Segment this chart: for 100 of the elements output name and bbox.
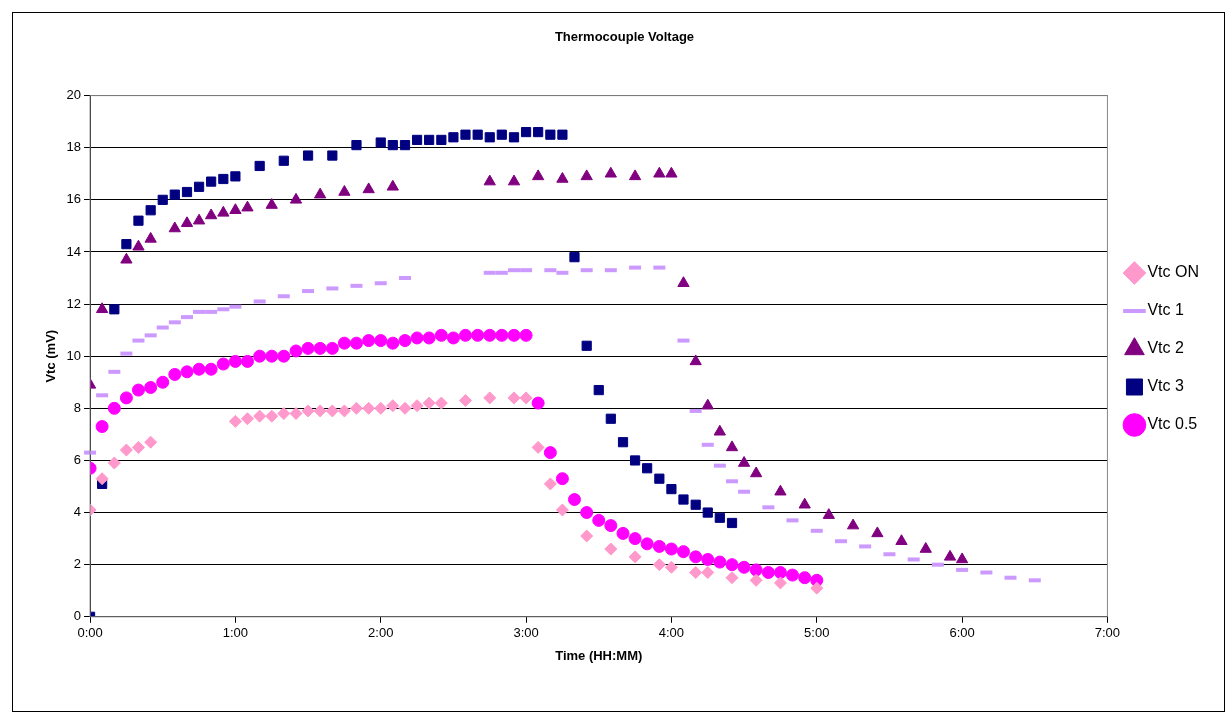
point [422,396,436,410]
point [666,484,677,495]
point [520,126,532,138]
point [362,182,375,194]
point [351,140,362,151]
legend-label: Vtc ON [1147,263,1199,281]
point [725,440,739,452]
point [228,414,242,428]
point [337,404,351,418]
point [253,409,267,423]
point [531,440,545,454]
point [109,304,120,315]
point [678,494,689,505]
point [508,132,520,143]
point [580,529,594,543]
point [168,221,181,233]
point [533,126,544,138]
point [169,189,180,200]
y-tick-label: 2 [73,556,82,572]
legend-label: Vtc 2 [1147,339,1184,357]
point [846,518,860,530]
point [107,456,121,470]
point [278,155,289,166]
point [810,581,824,595]
point [95,302,109,314]
point [193,181,205,192]
point [483,174,496,186]
point [398,401,412,415]
point [654,473,665,484]
point [302,150,314,161]
point [496,129,507,140]
point [557,129,568,140]
point [338,185,351,196]
legend-label: Vtc 1 [1147,301,1184,319]
point [132,239,145,251]
x-tick-label: 6:00 [949,625,975,641]
point [483,391,497,405]
point [265,409,279,423]
y-tick-label: 0 [73,608,82,624]
y-tick-label: 18 [66,139,82,155]
point [664,560,678,574]
point [919,542,932,553]
point [701,566,715,579]
point [665,166,678,178]
point [507,391,521,405]
point [677,276,690,287]
point [229,203,242,215]
point [95,472,109,486]
point [325,404,339,418]
point [629,455,641,466]
point [314,187,327,199]
y-tick-label: 4 [73,504,82,520]
point [217,205,230,217]
x-tick-label: 0:00 [77,625,103,641]
point [750,466,763,478]
point [543,477,557,491]
y-tick-label: 6 [73,452,82,468]
point [545,129,556,140]
y-tick-label: 16 [66,191,82,207]
point [628,169,642,181]
point [230,171,241,182]
point [411,134,423,145]
point [327,150,338,161]
point [240,412,254,426]
point [277,407,291,421]
x-axis-title: Time (HH:MM) [555,647,643,663]
point [713,424,726,436]
point [555,503,569,517]
point [943,549,957,561]
point [871,526,884,538]
point [301,404,315,418]
point [349,401,363,415]
point [580,169,593,181]
point [714,512,725,523]
chart-title: Thermocouple Voltage [554,29,695,45]
y-tick-label: 14 [66,243,82,259]
point [605,413,616,424]
point [436,134,447,145]
point [507,174,521,186]
legend-label: Vtc 3 [1147,377,1184,395]
point [519,391,533,405]
point [604,542,618,556]
point [119,443,133,457]
x-tick-label: 1:00 [222,625,249,641]
point [144,231,157,243]
point [702,507,713,518]
point [120,252,133,264]
point [653,166,666,178]
point [289,407,303,421]
x-tick-label: 5:00 [804,625,830,641]
point [593,384,604,396]
y-tick-label: 8 [73,399,82,415]
point [955,552,969,564]
point [121,239,132,250]
point [241,200,254,212]
point [642,463,653,474]
point [313,404,327,418]
point [424,134,435,145]
point [895,534,908,545]
point [145,205,156,216]
